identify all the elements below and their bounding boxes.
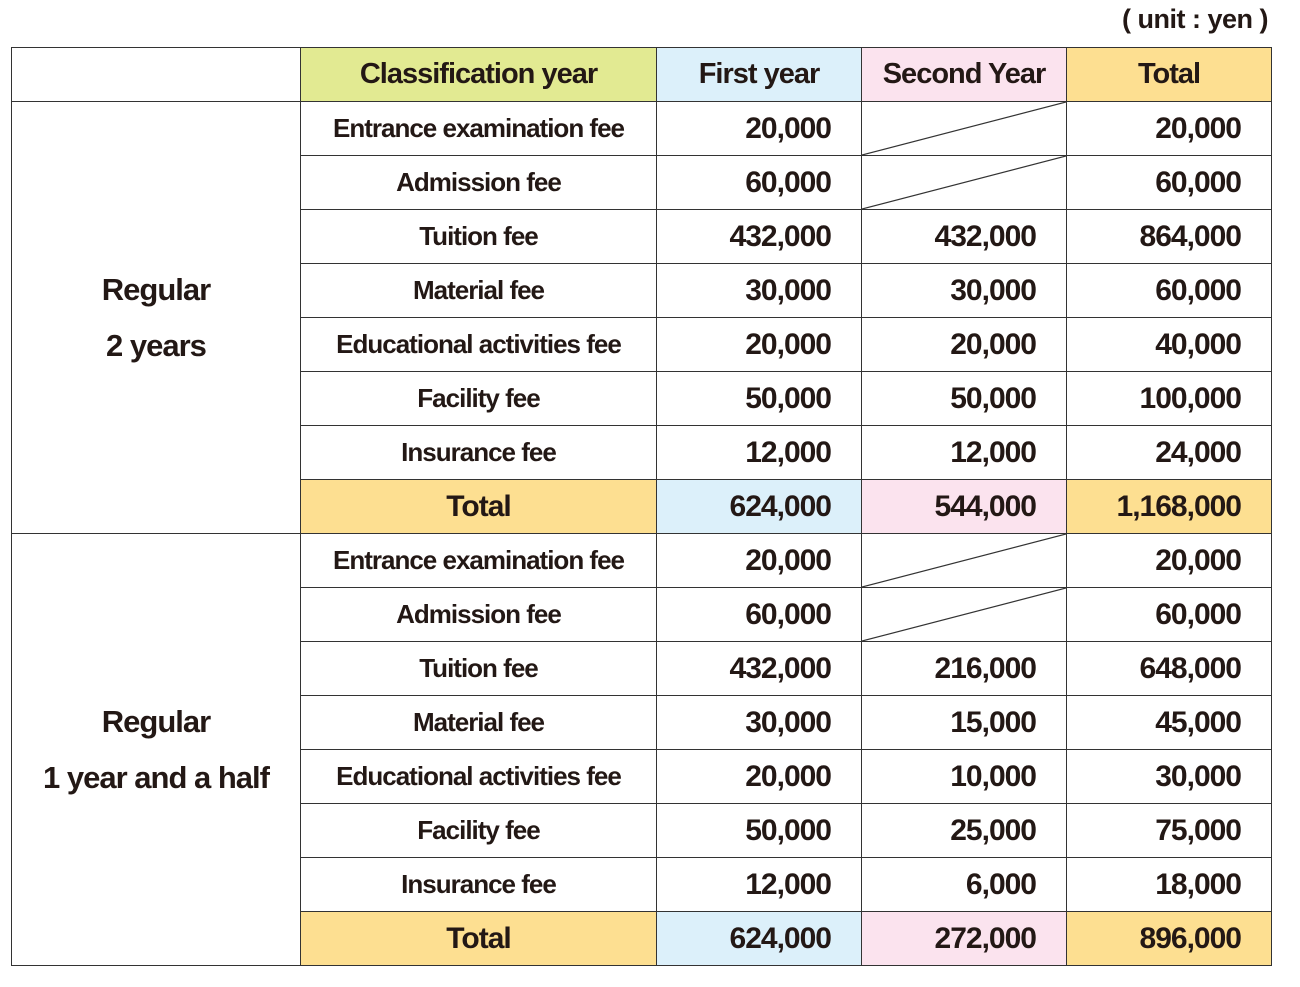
total-label: Total <box>300 479 657 534</box>
table-row: Educational activities fee 20,000 10,000 30… <box>12 749 1272 804</box>
group-name-line2: 1 year and a half <box>43 759 270 795</box>
group-name-line2: 2 years <box>106 327 207 363</box>
first-year-amount: 12,000 <box>656 857 862 912</box>
header-total: Total <box>1066 47 1272 102</box>
second-year-amount: 15,000 <box>861 695 1067 750</box>
header-empty-cell <box>11 47 301 102</box>
second-year-not-applicable <box>861 587 1067 642</box>
second-year-amount: 20,000 <box>861 317 1067 372</box>
fee-name: Educational activities fee <box>300 749 657 804</box>
diagonal-slash <box>862 588 1066 641</box>
table-row: Educational activities fee 20,000 20,000 40… <box>12 317 1272 372</box>
total-amount: 60,000 <box>1066 587 1272 642</box>
diagonal-slash <box>862 156 1066 209</box>
fee-name: Educational activities fee <box>300 317 657 372</box>
total-amount: 30,000 <box>1066 749 1272 804</box>
fee-name: Material fee <box>300 263 657 318</box>
first-year-amount: 60,000 <box>656 155 862 210</box>
fee-name: Insurance fee <box>300 425 657 480</box>
second-year-not-applicable <box>861 101 1067 156</box>
total-amount: 60,000 <box>1066 155 1272 210</box>
table-row: Material fee 30,000 30,000 60,000 <box>12 263 1272 318</box>
fee-name: Entrance examination fee <box>300 101 657 156</box>
total-amount: 75,000 <box>1066 803 1272 858</box>
total-amount: 648,000 <box>1066 641 1272 696</box>
second-year-amount: 12,000 <box>861 425 1067 480</box>
first-year-amount: 30,000 <box>656 263 862 318</box>
table-row: Facility fee 50,000 50,000 100,000 <box>12 371 1272 426</box>
fee-name: Entrance examination fee <box>300 533 657 588</box>
first-year-amount: 60,000 <box>656 587 862 642</box>
first-year-total: 624,000 <box>656 479 862 534</box>
second-year-amount: 30,000 <box>861 263 1067 318</box>
header-classification: Classification year <box>300 47 657 102</box>
total-amount: 18,000 <box>1066 857 1272 912</box>
first-year-amount: 20,000 <box>656 533 862 588</box>
diagonal-slash <box>862 534 1066 587</box>
table-row: Facility fee 50,000 25,000 75,000 <box>12 803 1272 858</box>
fee-name: Admission fee <box>300 587 657 642</box>
second-year-amount: 216,000 <box>861 641 1067 696</box>
first-year-amount: 432,000 <box>656 641 862 696</box>
total-amount: 864,000 <box>1066 209 1272 264</box>
header-first-year: First year <box>656 47 862 102</box>
first-year-amount: 20,000 <box>656 317 862 372</box>
table-row: Admission fee 60,000 60,000 <box>12 155 1272 210</box>
group-name-line1: Regular <box>101 271 211 307</box>
fee-name: Facility fee <box>300 371 657 426</box>
fee-name: Facility fee <box>300 803 657 858</box>
fee-name: Material fee <box>300 695 657 750</box>
total-row: Total 624,000 272,000 896,000 <box>12 911 1272 966</box>
fee-table: Classification year First year Second Ye… <box>11 47 1272 966</box>
table-row: Regular 2 years Entrance examination fee 20… <box>11 101 1272 534</box>
second-year-not-applicable <box>861 533 1067 588</box>
second-year-total: 272,000 <box>861 911 1067 966</box>
total-amount: 20,000 <box>1066 101 1272 156</box>
total-amount: 40,000 <box>1066 317 1272 372</box>
first-year-amount: 20,000 <box>656 101 862 156</box>
second-year-amount: 25,000 <box>861 803 1067 858</box>
total-amount: 45,000 <box>1066 695 1272 750</box>
total-amount: 60,000 <box>1066 263 1272 318</box>
total-label: Total <box>300 911 657 966</box>
second-year-total: 544,000 <box>861 479 1067 534</box>
second-year-not-applicable <box>861 155 1067 210</box>
first-year-amount: 20,000 <box>656 749 862 804</box>
table-row: Tuition fee 432,000 432,000 864,000 <box>12 209 1272 264</box>
first-year-amount: 12,000 <box>656 425 862 480</box>
header-row: Classification year First year Second Ye… <box>11 47 1272 102</box>
grand-total: 896,000 <box>1066 911 1272 966</box>
grand-total: 1,168,000 <box>1066 479 1272 534</box>
first-year-amount: 50,000 <box>656 371 862 426</box>
table-row: Tuition fee 432,000 216,000 648,000 <box>12 641 1272 696</box>
first-year-amount: 50,000 <box>656 803 862 858</box>
header-second-year: Second Year <box>861 47 1067 102</box>
diagonal-slash <box>862 102 1066 155</box>
first-year-amount: 30,000 <box>656 695 862 750</box>
table-row: Admission fee 60,000 60,000 <box>12 587 1272 642</box>
first-year-total: 624,000 <box>656 911 862 966</box>
total-amount: 20,000 <box>1066 533 1272 588</box>
fee-name: Insurance fee <box>300 857 657 912</box>
total-amount: 24,000 <box>1066 425 1272 480</box>
fee-name: Tuition fee <box>300 641 657 696</box>
table-row: Insurance fee 12,000 12,000 24,000 <box>12 425 1272 480</box>
group-label: Regular 1 year and a half <box>11 533 301 966</box>
fee-name: Tuition fee <box>300 209 657 264</box>
group-label: Regular 2 years <box>11 101 301 534</box>
second-year-amount: 6,000 <box>861 857 1067 912</box>
table-row: Regular 1 year and a half Entrance examina… <box>11 533 1272 966</box>
table-row: Insurance fee 12,000 6,000 18,000 <box>12 857 1272 912</box>
second-year-amount: 50,000 <box>861 371 1067 426</box>
fee-name: Admission fee <box>300 155 657 210</box>
second-year-amount: 432,000 <box>861 209 1067 264</box>
first-year-amount: 432,000 <box>656 209 862 264</box>
group-name-line1: Regular <box>101 703 211 739</box>
unit-label: ( unit : yen ) <box>1122 4 1268 34</box>
second-year-amount: 10,000 <box>861 749 1067 804</box>
total-amount: 100,000 <box>1066 371 1272 426</box>
